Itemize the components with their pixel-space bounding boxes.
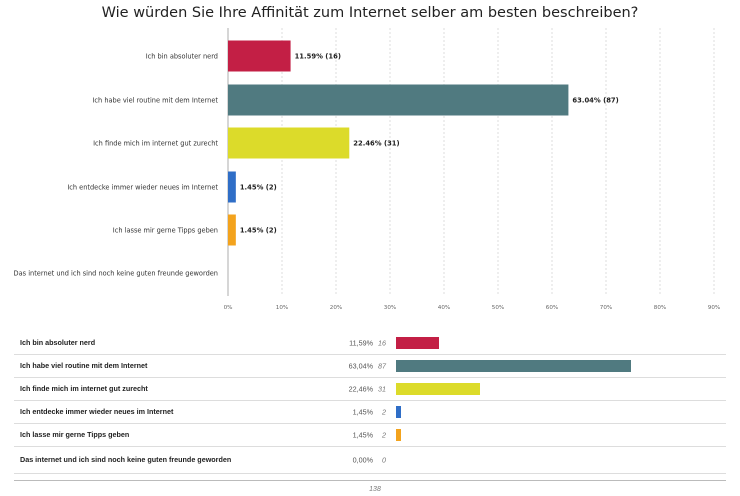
row-count: 31 [378, 384, 386, 394]
value-label: 1.45% (2) [240, 184, 277, 192]
x-tick-label: 90% [708, 305, 720, 311]
bar [228, 171, 236, 203]
row-label: Ich habe viel routine mit dem Internet [20, 361, 148, 370]
row-count: 0 [382, 455, 386, 465]
value-label: 63.04% (87) [572, 97, 618, 105]
row-count: 87 [378, 361, 386, 371]
row-percent: 1,45% [352, 407, 373, 417]
category-label: Ich entdecke immer wieder neues im Inter… [67, 184, 218, 192]
bar [228, 214, 236, 246]
table-total: 138 [369, 486, 381, 493]
table-row: Ich bin absoluter nerd 11,59% 16 [14, 332, 726, 355]
table-row: Das internet und ich sind noch keine gut… [14, 447, 726, 474]
table-row: Ich lasse mir gerne Tipps geben 1,45% 2 [14, 424, 726, 447]
bar [228, 40, 291, 72]
value-label: 11.59% (16) [295, 53, 341, 61]
table-divider [14, 480, 726, 481]
x-tick-label: 30% [384, 305, 396, 311]
bars-layer [228, 40, 569, 246]
category-label: Ich lasse mir gerne Tipps geben [113, 227, 218, 235]
row-count: 16 [378, 338, 386, 348]
value-label: 1.45% (2) [240, 227, 277, 235]
labels-layer: 0% 10% 20% 30% 40% 50% 60% 70% 80% 90% Ich bin abs… [14, 53, 721, 312]
row-label: Ich entdecke immer wieder neues im Inter… [20, 407, 174, 416]
row-bar [396, 337, 440, 349]
x-tick-label: 0% [224, 305, 233, 311]
category-label: Ich habe viel routine mit dem Internet [92, 97, 218, 105]
row-bar [396, 406, 402, 418]
row-label: Ich bin absoluter nerd [20, 338, 96, 347]
bar-chart: 0% 10% 20% 30% 40% 50% 60% 70% 80% 90% Ich bin abs… [14, 28, 721, 312]
x-tick-label: 20% [330, 305, 342, 311]
grid-layer [227, 28, 715, 296]
row-count: 2 [382, 407, 386, 417]
category-label: Ich bin absoluter nerd [146, 53, 218, 61]
row-percent: 0,00% [352, 455, 373, 465]
table-row: Ich habe viel routine mit dem Internet 6… [14, 355, 726, 378]
row-percent: 63,04% [348, 361, 373, 371]
value-label: 22.46% (31) [353, 140, 399, 148]
table-row: Ich finde mich im internet gut zurecht 2… [14, 378, 726, 401]
row-bar [396, 360, 631, 372]
category-label: Ich finde mich im internet gut zurecht [93, 140, 218, 148]
data-table: Ich bin absoluter nerd 11,59% 16 Ich hab… [14, 332, 726, 474]
x-tick-label: 70% [600, 305, 612, 311]
x-tick-label: 40% [438, 305, 450, 311]
row-bar [396, 383, 480, 395]
chart-title: Wie würden Sie Ihre Affinität zum Intern… [101, 5, 639, 21]
row-percent: 11,59% [349, 338, 373, 348]
x-tick-label: 50% [492, 305, 504, 311]
x-tick-label: 60% [546, 305, 558, 311]
x-tick-label: 10% [276, 305, 288, 311]
row-label: Ich lasse mir gerne Tipps geben [20, 430, 130, 439]
row-label: Das internet und ich sind noch keine gut… [20, 455, 232, 464]
x-tick-label: 80% [654, 305, 666, 311]
row-count: 2 [382, 430, 386, 440]
row-label: Ich finde mich im internet gut zurecht [20, 384, 148, 393]
table-row: Ich entdecke immer wieder neues im Inter… [14, 401, 726, 424]
row-percent: 1,45% [352, 430, 373, 440]
bar [228, 84, 569, 116]
row-percent: 22,46% [348, 384, 373, 394]
category-label: Das internet und ich sind noch keine gut… [14, 270, 218, 278]
row-bar [396, 429, 402, 441]
bar [228, 127, 350, 159]
